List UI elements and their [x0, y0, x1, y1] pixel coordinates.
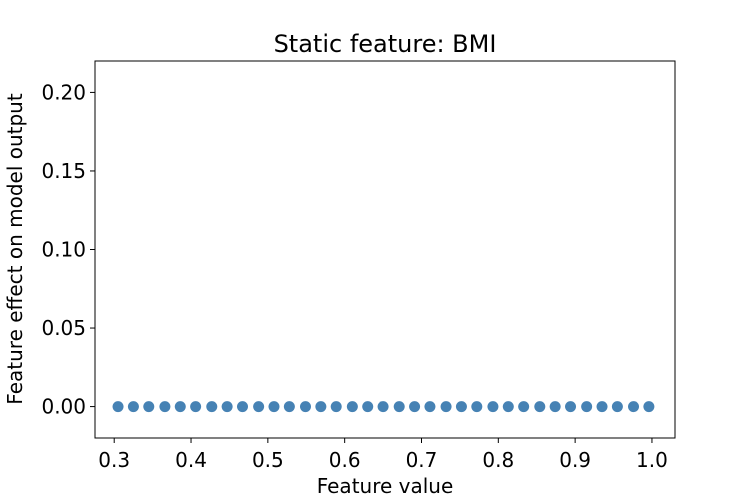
data-point [581, 401, 593, 413]
x-tick-label: 0.6 [329, 448, 361, 472]
data-point [409, 401, 421, 413]
data-point [565, 401, 577, 413]
y-axis-label: Feature effect on model output [3, 93, 27, 405]
data-point [206, 401, 218, 413]
data-point [143, 401, 155, 413]
data-point [424, 401, 436, 413]
data-point [159, 401, 171, 413]
data-point [393, 401, 405, 413]
x-axis-label: Feature value [317, 474, 454, 498]
data-point [330, 401, 342, 413]
points-layer [112, 401, 655, 413]
data-point [377, 401, 389, 413]
data-point [236, 401, 248, 413]
x-tick-label: 0.8 [482, 448, 514, 472]
y-tick-label: 0.15 [41, 159, 86, 183]
data-point [518, 401, 530, 413]
data-point [190, 401, 202, 413]
data-point [440, 401, 452, 413]
data-point [596, 401, 608, 413]
x-tick-label: 0.5 [252, 448, 284, 472]
data-point [628, 401, 640, 413]
x-tick-label: 0.7 [406, 448, 438, 472]
data-point [299, 401, 311, 413]
data-point [611, 401, 623, 413]
data-point [346, 401, 358, 413]
data-point [471, 401, 483, 413]
data-point [253, 401, 265, 413]
y-tick-label: 0.00 [41, 395, 86, 419]
data-point [221, 401, 233, 413]
data-point [174, 401, 186, 413]
x-tick-label: 0.9 [559, 448, 591, 472]
data-point [268, 401, 280, 413]
data-point [455, 401, 467, 413]
data-point [502, 401, 514, 413]
data-point [534, 401, 546, 413]
y-tick-label: 0.20 [41, 80, 86, 104]
data-point [127, 401, 139, 413]
data-point [112, 401, 124, 413]
data-point [315, 401, 327, 413]
y-tick-label: 0.05 [41, 316, 86, 340]
data-point [549, 401, 561, 413]
data-point [362, 401, 374, 413]
data-point [487, 401, 499, 413]
data-point [643, 401, 655, 413]
chart-title: Static feature: BMI [274, 30, 497, 58]
ticks-layer: 0.3 0.4 0.5 0.6 0.7 0.8 0.9 1.0 0.00 0.05 0.10 0.15… [41, 80, 667, 472]
x-tick-label: 1.0 [636, 448, 668, 472]
x-tick-label: 0.3 [98, 448, 130, 472]
data-point [283, 401, 295, 413]
y-tick-label: 0.10 [41, 238, 86, 262]
x-tick-label: 0.4 [175, 448, 207, 472]
plot-frame [94, 60, 676, 439]
